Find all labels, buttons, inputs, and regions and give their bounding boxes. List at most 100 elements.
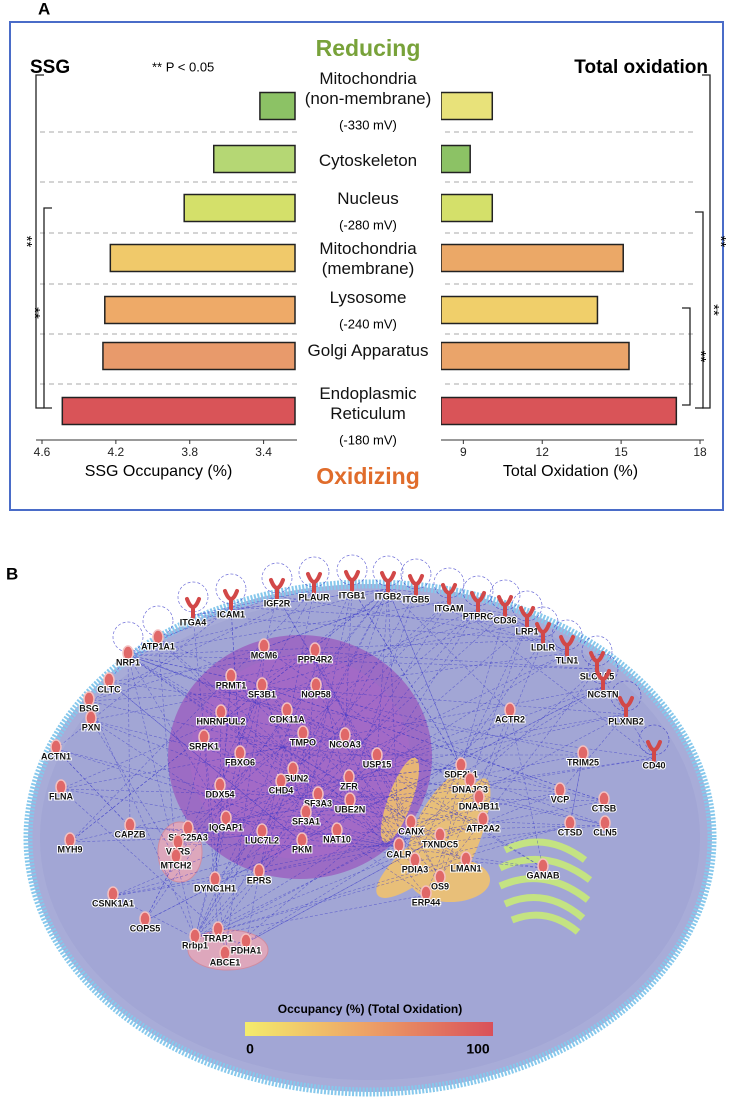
network-edge — [144, 686, 263, 922]
node-label: MCM6 — [251, 650, 278, 660]
node-label: SF3A3 — [304, 798, 332, 808]
protein-icon — [64, 832, 76, 848]
network-edge — [478, 639, 544, 800]
network-edge — [192, 614, 544, 641]
receptor-icon — [519, 606, 535, 628]
node-label: PDIA3 — [402, 864, 429, 874]
network-edge — [398, 668, 598, 848]
node-label: TXNDC5 — [422, 839, 458, 849]
network-edge — [90, 719, 177, 859]
receptor-icon — [223, 589, 239, 611]
network-edge — [214, 813, 307, 882]
network-edge — [559, 713, 627, 793]
node-label: TMPO — [290, 737, 316, 747]
network-edge — [305, 757, 655, 815]
network-edge — [127, 654, 346, 738]
bar — [440, 243, 624, 273]
category-label: Golgi Apparatus — [308, 341, 429, 360]
network-edge — [55, 748, 416, 863]
network-edge — [108, 681, 303, 843]
node-label: MYH9 — [57, 844, 82, 854]
network-edge — [187, 754, 584, 831]
network-edge — [387, 588, 400, 848]
node-label: ACTN1 — [41, 751, 71, 761]
network: ITGA4 ICAM1 IGF2R PLAUR ITGB1 ITGB2 ITGB5 ITGAM… — [40, 554, 670, 968]
bar — [259, 91, 296, 121]
receptor-icon — [559, 635, 575, 657]
network-edge — [504, 612, 568, 654]
network-edge — [230, 606, 528, 625]
network-edge — [239, 736, 346, 756]
protein-icon — [170, 848, 182, 864]
network-edge — [305, 813, 400, 848]
network-edge — [69, 588, 389, 843]
network-edge — [194, 686, 263, 939]
network-edge — [258, 846, 400, 874]
node-label: SRPK1 — [189, 741, 219, 751]
network-edge — [351, 587, 471, 783]
self-loop — [462, 575, 494, 607]
bar — [61, 396, 296, 426]
protein-icon — [537, 858, 549, 874]
network-edge — [220, 713, 605, 802]
network-edge — [55, 748, 131, 828]
network-edge — [55, 748, 131, 828]
node-label: PDHA1 — [231, 945, 262, 955]
network-edge — [317, 588, 389, 797]
network-edge — [203, 734, 304, 740]
network-edge — [224, 711, 511, 956]
network-edge — [90, 719, 467, 862]
node-label: NOP58 — [301, 689, 331, 699]
network-edge — [220, 713, 338, 833]
significance-note: ** P < 0.05 — [152, 59, 214, 74]
network-edge — [261, 686, 627, 715]
protein-icon — [310, 677, 322, 693]
network-edge — [398, 639, 544, 848]
network-edge — [175, 588, 389, 859]
node-label: HNRNPUL2 — [196, 716, 245, 726]
node-label: Rrbp1 — [182, 940, 208, 950]
network-edge — [144, 711, 288, 922]
x-tick-label: 3.8 — [181, 445, 198, 459]
significance-bracket — [702, 74, 711, 409]
potential-label: (-240 mV) — [339, 316, 397, 331]
network-edge — [398, 836, 441, 848]
protein-icon — [212, 921, 224, 937]
self-loop — [400, 558, 432, 590]
category-label: Mitochondria (membrane) — [319, 239, 417, 278]
network-edge — [376, 756, 441, 880]
network-edge — [69, 589, 315, 843]
receptor-icon — [269, 578, 285, 600]
network-edge — [387, 588, 568, 654]
x-tick-label: 3.4 — [255, 445, 272, 459]
receptor-icon — [306, 572, 322, 594]
protein-icon — [598, 791, 610, 807]
self-loop — [581, 635, 613, 667]
network-edge — [177, 711, 511, 845]
network-edge — [292, 770, 467, 862]
network-edge — [280, 600, 450, 784]
network-edge — [314, 651, 416, 863]
node-label: MTCH2 — [161, 860, 192, 870]
protein-icon — [473, 789, 485, 805]
network-edge — [348, 778, 400, 848]
protein-icon — [253, 863, 265, 879]
network-edge — [127, 600, 450, 656]
receptor-icon — [408, 574, 424, 596]
node-label: LUC7L2 — [245, 835, 279, 845]
network-edge — [88, 700, 196, 939]
protein-icon — [344, 792, 356, 808]
self-loop — [511, 590, 543, 622]
network-edge — [245, 836, 441, 944]
network-edge — [315, 686, 400, 848]
network-edge — [261, 686, 544, 869]
network-edge — [194, 832, 263, 939]
protein-icon — [234, 745, 246, 761]
network-edge — [220, 713, 441, 838]
x-axis-title: Total Oxidation (%) — [503, 463, 638, 480]
protein-icon — [287, 761, 299, 777]
network-edge — [305, 587, 353, 815]
protein-icon — [258, 638, 270, 654]
protein-icon — [577, 745, 589, 761]
network-edge — [230, 623, 528, 679]
